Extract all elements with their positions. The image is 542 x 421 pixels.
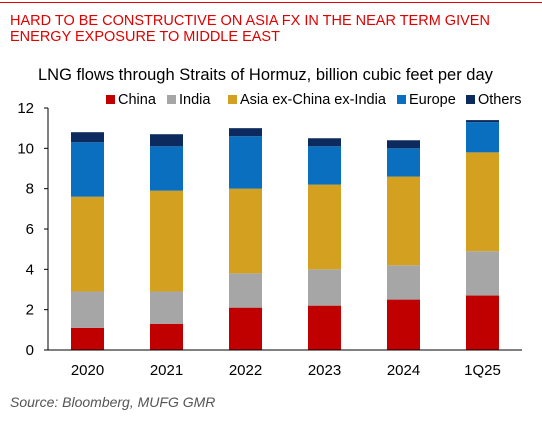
- bar-2023-europe: [308, 146, 341, 185]
- x-tick-label-2024: 2024: [387, 362, 420, 379]
- bar-1Q25-china: [466, 295, 499, 350]
- y-tick-label-10: 10: [17, 140, 34, 157]
- headline-line-2: ENERGY EXPOSURE TO MIDDLE EAST: [10, 29, 280, 45]
- legend-swatch-2: [228, 95, 237, 104]
- chart-legend: China India Asia ex-China ex-India Europe Ot…: [106, 92, 522, 108]
- legend-swatch-0: [106, 95, 115, 104]
- bars: [71, 120, 499, 350]
- bar-2020-europe: [71, 142, 104, 197]
- bar-2023-asia-ex-china-ex-india: [308, 184, 341, 270]
- bar-1Q25-europe: [466, 122, 499, 153]
- bar-1Q25-india: [466, 251, 499, 296]
- legend-swatch-4: [466, 95, 475, 104]
- x-tick-label-1Q25: 1Q25: [464, 362, 501, 379]
- bar-1Q25-asia-ex-china-ex-india: [466, 152, 499, 252]
- bar-2020-china: [71, 327, 104, 350]
- bar-2024-europe: [387, 148, 420, 177]
- bar-2023-others: [308, 138, 341, 147]
- bar-2021-india: [150, 291, 183, 324]
- bar-2020-india: [71, 291, 104, 328]
- legend-label-2: Asia ex-China ex-India: [240, 92, 387, 108]
- bar-1Q25-others: [466, 120, 499, 123]
- chart-title: LNG flows through Straits of Hormuz, bil…: [38, 66, 493, 84]
- source-note: Source: Bloomberg, MUFG GMR: [10, 394, 216, 410]
- bar-2021-europe: [150, 146, 183, 191]
- bar-2024-china: [387, 299, 420, 350]
- headline: HARD TO BE CONSTRUCTIVE ON ASIA FX IN TH…: [10, 13, 530, 45]
- bar-2022-india: [229, 273, 262, 308]
- legend-label-0: China: [118, 92, 157, 108]
- bar-2022-others: [229, 128, 262, 137]
- y-tick-label-0: 0: [26, 342, 34, 359]
- x-axis: 2020 2021 2022 2023 2024 1Q25: [48, 349, 522, 379]
- bar-2020-asia-ex-china-ex-india: [71, 196, 104, 292]
- bar-2024-others: [387, 140, 420, 149]
- legend-swatch-3: [397, 95, 406, 104]
- bar-2021-others: [150, 134, 183, 147]
- legend-label-3: Europe: [409, 92, 456, 108]
- y-axis: 0 2 4 6 8 10 12: [17, 100, 49, 359]
- bar-2024-asia-ex-china-ex-india: [387, 176, 420, 266]
- bar-2024-india: [387, 265, 420, 300]
- header-rule: [0, 2, 542, 3]
- y-tick-label-4: 4: [26, 261, 34, 278]
- y-tick-label-12: 12: [17, 100, 34, 117]
- legend-swatch-1: [167, 95, 176, 104]
- y-tick-label-8: 8: [26, 181, 34, 198]
- bar-2020-others: [71, 132, 104, 143]
- bar-2021-asia-ex-china-ex-india: [150, 190, 183, 292]
- bar-2021-china: [150, 323, 183, 350]
- bar-2023-china: [308, 305, 341, 350]
- x-tick-label-2022: 2022: [229, 362, 262, 379]
- bar-2022-asia-ex-china-ex-india: [229, 188, 262, 274]
- bar-2022-europe: [229, 136, 262, 189]
- legend-label-1: India: [179, 92, 211, 108]
- y-tick-label-6: 6: [26, 221, 34, 238]
- bar-2023-india: [308, 269, 341, 306]
- x-tick-label-2023: 2023: [308, 362, 341, 379]
- bar-2022-china: [229, 307, 262, 350]
- x-tick-label-2020: 2020: [71, 362, 104, 379]
- x-tick-label-2021: 2021: [150, 362, 183, 379]
- legend-label-4: Others: [478, 92, 522, 108]
- headline-line-1: HARD TO BE CONSTRUCTIVE ON ASIA FX IN TH…: [10, 13, 490, 29]
- y-tick-label-2: 2: [26, 302, 34, 319]
